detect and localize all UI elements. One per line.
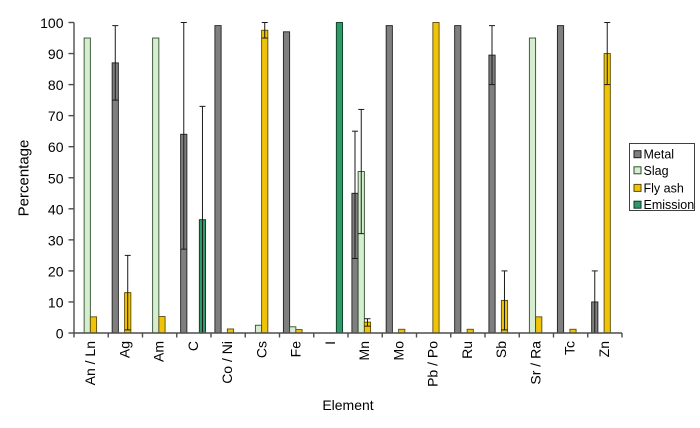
svg-text:80: 80: [48, 77, 64, 93]
svg-text:0: 0: [56, 326, 64, 342]
svg-text:Mn: Mn: [356, 341, 372, 360]
svg-text:30: 30: [48, 232, 64, 248]
svg-text:100: 100: [40, 15, 64, 31]
svg-text:Mo: Mo: [390, 341, 406, 361]
svg-text:Fe: Fe: [288, 341, 304, 358]
svg-text:Ru: Ru: [459, 341, 475, 359]
svg-text:Element: Element: [322, 397, 373, 413]
svg-text:Am: Am: [151, 341, 167, 362]
svg-text:Pb / Po: Pb / Po: [425, 341, 441, 387]
svg-text:Co / Ni: Co / Ni: [219, 341, 235, 384]
svg-text:Cs: Cs: [253, 341, 269, 358]
svg-text:Ag: Ag: [116, 341, 132, 358]
svg-text:Tc: Tc: [562, 341, 578, 355]
svg-text:Metal: Metal: [644, 148, 675, 162]
svg-text:Zn: Zn: [596, 341, 612, 357]
svg-text:C: C: [185, 341, 201, 351]
svg-text:Fly ash: Fly ash: [644, 181, 684, 195]
svg-text:Sb: Sb: [493, 341, 509, 358]
svg-text:70: 70: [48, 108, 64, 124]
svg-text:Slag: Slag: [644, 164, 669, 178]
svg-text:20: 20: [48, 263, 64, 279]
svg-text:Emission: Emission: [644, 198, 695, 212]
svg-text:40: 40: [48, 201, 64, 217]
svg-text:50: 50: [48, 170, 64, 186]
svg-text:I: I: [322, 341, 338, 345]
svg-text:10: 10: [48, 294, 64, 310]
svg-text:Percentage: Percentage: [16, 140, 33, 217]
svg-text:An / Ln: An / Ln: [82, 341, 98, 385]
svg-text:60: 60: [48, 139, 64, 155]
svg-text:90: 90: [48, 46, 64, 62]
svg-text:Sr / Ra: Sr / Ra: [527, 341, 543, 385]
